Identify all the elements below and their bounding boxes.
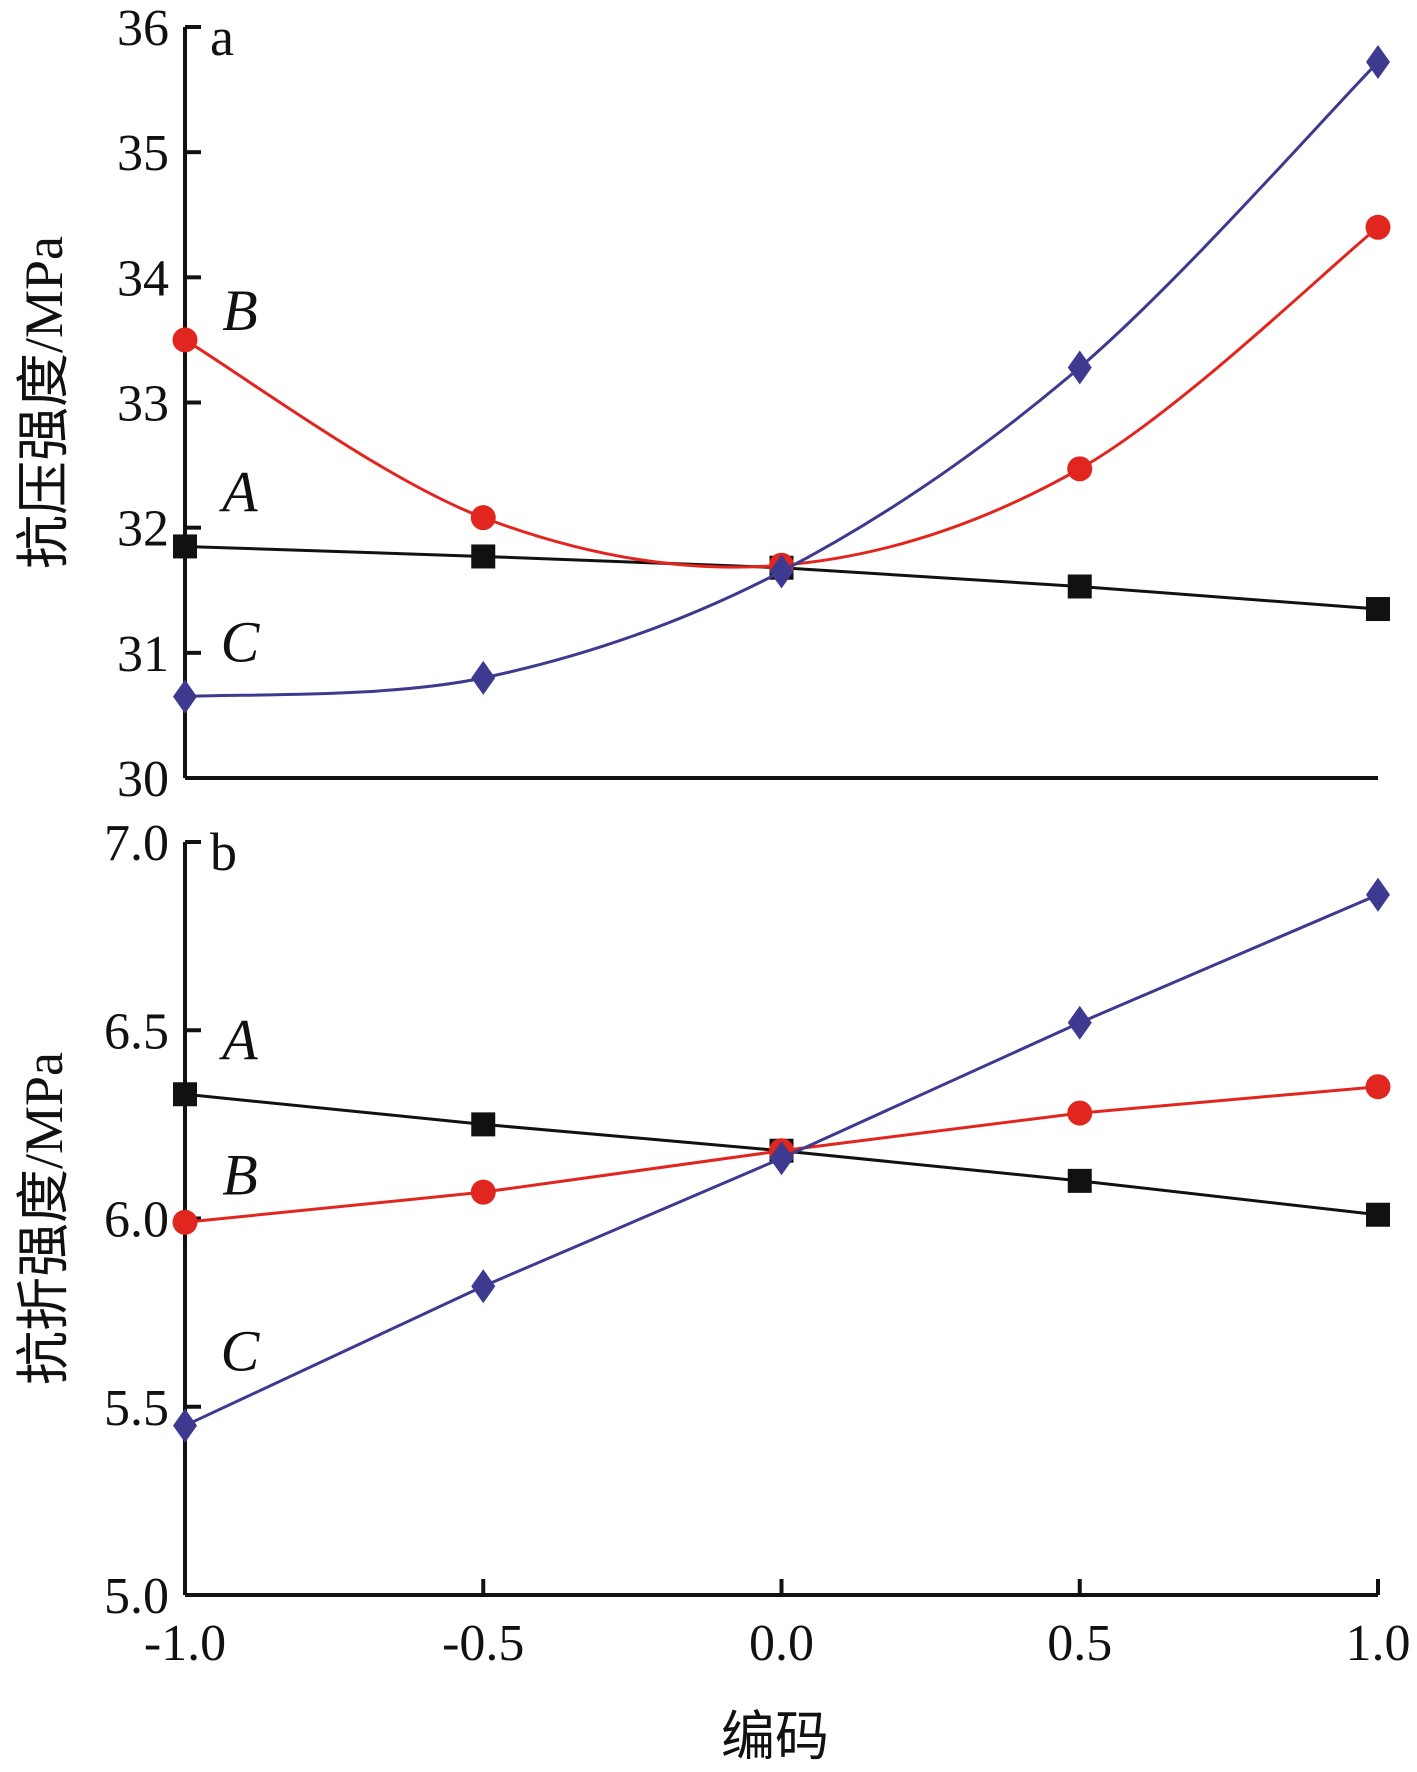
panel-label-b: b bbox=[210, 822, 237, 882]
y-axis-title-a: 抗压强度/MPa bbox=[14, 236, 74, 569]
series-label-A-b: A bbox=[218, 1007, 258, 1072]
point-C-b-0 bbox=[173, 1408, 197, 1443]
series-label-B-b: B bbox=[222, 1142, 257, 1207]
point-B-a-4 bbox=[1365, 214, 1391, 240]
y-axis-title-b: 抗折强度/MPa bbox=[14, 1052, 74, 1385]
point-B-b-3 bbox=[1067, 1100, 1093, 1126]
point-B-b-4 bbox=[1365, 1074, 1391, 1100]
point-B-a-1 bbox=[470, 505, 496, 531]
y-tick-label-b: 6.5 bbox=[104, 1003, 169, 1060]
point-B-b-0 bbox=[172, 1209, 198, 1235]
point-C-b-2 bbox=[769, 1141, 794, 1176]
series-label-B-a: B bbox=[222, 278, 257, 343]
point-A-a-3 bbox=[1067, 574, 1092, 599]
point-A-b-4 bbox=[1366, 1202, 1390, 1227]
point-C-b-4 bbox=[1366, 877, 1390, 912]
x-tick-label: 1.0 bbox=[1346, 1615, 1411, 1672]
y-tick-label-a: 31 bbox=[117, 626, 169, 683]
series-line-B-a bbox=[184, 226, 1379, 569]
point-C-a-1 bbox=[471, 660, 496, 695]
point-C-a-0 bbox=[173, 679, 197, 714]
point-A-b-1 bbox=[471, 1112, 496, 1137]
y-tick-label-a: 36 bbox=[117, 0, 169, 57]
y-tick-label-b: 5.5 bbox=[104, 1380, 169, 1437]
point-B-a-3 bbox=[1067, 456, 1093, 482]
series-label-C-a: C bbox=[221, 610, 261, 675]
point-C-a-3 bbox=[1067, 350, 1092, 385]
point-C-b-3 bbox=[1067, 1005, 1092, 1040]
y-tick-label-b: 6.0 bbox=[104, 1192, 169, 1249]
panel-label-a: a bbox=[210, 7, 234, 67]
y-tick-label-b: 5.0 bbox=[104, 1568, 169, 1625]
y-tick-label-a: 33 bbox=[117, 376, 169, 433]
series-line-C-a bbox=[184, 60, 1380, 699]
x-tick-label: -0.5 bbox=[442, 1615, 524, 1672]
x-tick-label: 0.0 bbox=[749, 1615, 814, 1672]
x-tick-label: 0.5 bbox=[1047, 1615, 1112, 1672]
series-label-C-b: C bbox=[221, 1319, 261, 1384]
x-axis-title: 编码 bbox=[721, 1707, 829, 1767]
point-A-a-1 bbox=[471, 544, 496, 569]
point-A-a-4 bbox=[1366, 597, 1390, 622]
point-A-b-0 bbox=[173, 1082, 197, 1107]
shared-x-axis: -1.0 -0.5 0.0 0.5 1.0 bbox=[144, 776, 1411, 1672]
y-tick-label-b: 7.0 bbox=[104, 815, 169, 872]
y-tick-label-a: 32 bbox=[117, 501, 169, 558]
point-C-a-4 bbox=[1366, 45, 1390, 80]
point-B-b-1 bbox=[470, 1179, 496, 1205]
panel-b-flexural: 5.0 5.5 6.0 6.5 7.0 抗折强度/MPa b A B C bbox=[14, 815, 1391, 1625]
y-tick-label-a: 30 bbox=[117, 751, 169, 808]
y-tick-label-a: 35 bbox=[117, 125, 169, 182]
point-C-b-1 bbox=[471, 1269, 496, 1304]
point-A-a-0 bbox=[173, 534, 197, 559]
series-label-A-a: A bbox=[218, 459, 258, 524]
point-B-a-0 bbox=[172, 327, 198, 353]
point-C-a-2 bbox=[769, 554, 794, 589]
panel-a-compressive: 30 31 32 33 34 35 36 抗压强度/MPa a A B C bbox=[14, 0, 1391, 808]
point-A-b-3 bbox=[1067, 1168, 1092, 1193]
y-tick-label-a: 34 bbox=[117, 250, 169, 307]
x-tick-label: -1.0 bbox=[144, 1615, 226, 1672]
